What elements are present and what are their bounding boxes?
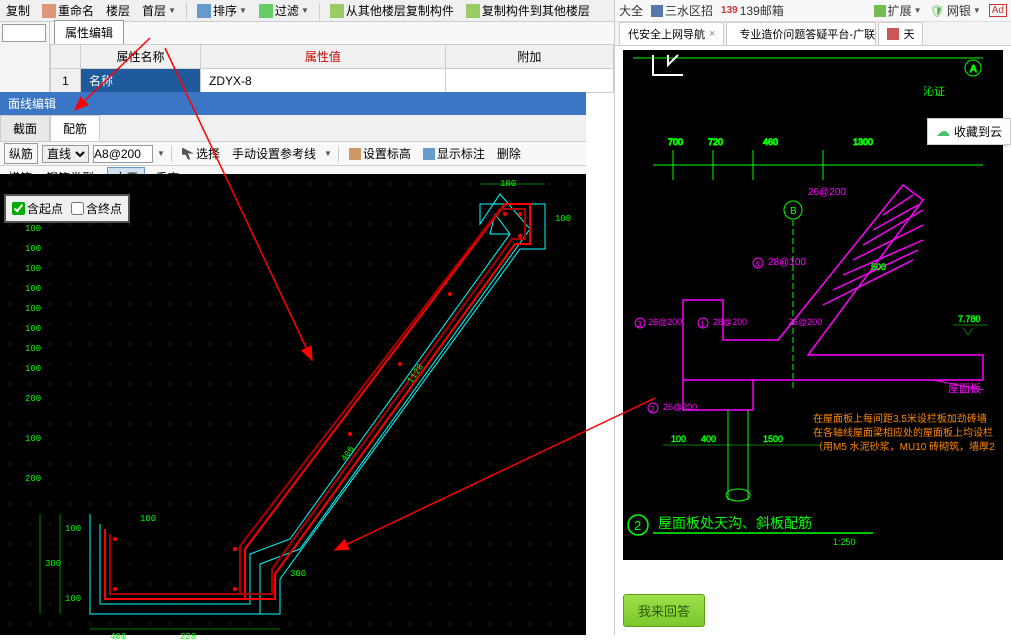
- svg-text:4: 4: [755, 260, 760, 269]
- cloud-icon: ☁: [936, 123, 950, 140]
- svg-text:26@200: 26@200: [808, 187, 846, 198]
- longitudinal-button[interactable]: 纵筋: [4, 143, 38, 164]
- delete-button[interactable]: 删除: [493, 143, 525, 164]
- svg-text:3: 3: [637, 320, 642, 329]
- copy-button[interactable]: 复制: [2, 1, 34, 20]
- tab-section[interactable]: 截面: [0, 115, 50, 141]
- svg-text:沁证: 沁证: [923, 85, 945, 98]
- rename-icon: [42, 4, 56, 18]
- right-panel: 大全 三水区招 139139邮箱 扩展▼ 🛡网银▼ Ad 代安全上网导航× 专业…: [615, 0, 1011, 635]
- start-point-checkbox[interactable]: 含起点: [12, 200, 63, 217]
- floor-button[interactable]: 楼层: [102, 1, 134, 20]
- puzzle-icon: [874, 5, 886, 17]
- browser-tab-3[interactable]: 天: [878, 22, 923, 46]
- copy-from-other-button[interactable]: 从其他楼层复制构件: [326, 1, 458, 20]
- sidebar-input[interactable]: [2, 24, 46, 42]
- browser-tab-2[interactable]: 专业造价问题答疑平台-广联达×: [726, 22, 876, 46]
- pointer-icon: [182, 148, 194, 160]
- shield-icon: 🛡: [930, 4, 945, 18]
- sort-icon: [197, 4, 211, 18]
- annotation-icon: [423, 148, 435, 160]
- svg-text:500: 500: [871, 262, 886, 272]
- left-panel: 复制 重命名 楼层 首层▼ 排序▼ 过滤▼ 从其他楼层复制构件 复制构件到其他楼…: [0, 0, 615, 635]
- svg-text:720: 720: [708, 137, 723, 147]
- sort-button[interactable]: 排序▼: [193, 1, 251, 20]
- spec-input[interactable]: [93, 145, 153, 163]
- svg-text:屋面板处天沟、斜板配筋: 屋面板处天沟、斜板配筋: [658, 515, 812, 531]
- svg-text:B: B: [790, 206, 797, 217]
- svg-text:100: 100: [671, 434, 686, 444]
- show-annotation-button[interactable]: 显示标注: [419, 143, 489, 164]
- svg-text:屋面板: 屋面板: [948, 381, 981, 395]
- left-cad-canvas[interactable]: 100 100 100 100 100 100 100 100 200 100 …: [0, 174, 586, 635]
- rebar-toolbar: 纵筋 直线 ▼ 选择 手动设置参考线 ▼ 设置标高 显示标注 删除: [0, 142, 586, 166]
- link-139mail[interactable]: 139139邮箱: [721, 2, 784, 19]
- copy-to-other-button[interactable]: 复制构件到其他楼层: [462, 1, 594, 20]
- svg-text:28@100: 28@100: [768, 257, 806, 268]
- copy-to-icon: [466, 4, 480, 18]
- col-attach: 附加: [445, 45, 613, 69]
- svg-text:A: A: [970, 64, 977, 75]
- svg-text:400: 400: [701, 434, 716, 444]
- svg-text:1500: 1500: [763, 434, 783, 444]
- top-toolbar: 复制 重命名 楼层 首层▼ 排序▼ 过滤▼ 从其他楼层复制构件 复制构件到其他楼…: [0, 0, 614, 22]
- svg-text:1300: 1300: [853, 137, 873, 147]
- set-elevation-button[interactable]: 设置标高: [345, 143, 415, 164]
- prop-value-cell[interactable]: ZDYX-8: [201, 69, 446, 93]
- note-2: 在各轴线屋面梁相应处的屋面板上均设栏: [813, 424, 993, 439]
- svg-text:2: 2: [650, 405, 655, 414]
- site-icon: [887, 28, 899, 40]
- separator: [186, 3, 187, 19]
- svg-text:1:250: 1:250: [833, 537, 856, 547]
- first-floor-dropdown[interactable]: 首层▼: [138, 1, 180, 20]
- browser-link-bar: 大全 三水区招 139139邮箱 扩展▼ 🛡网银▼ Ad: [615, 0, 1011, 22]
- note-3: （用M5 水泥砂浆，MU10 砖砌筑，墙厚2: [813, 438, 995, 453]
- note-1: 在屋面板上每间距3.5米设栏板加劲砖墙: [813, 410, 987, 425]
- end-point-checkbox[interactable]: 含终点: [71, 200, 122, 217]
- browser-tab-1[interactable]: 代安全上网导航×: [619, 22, 724, 46]
- svg-text:2: 2: [634, 518, 641, 533]
- browser-tabs: 代安全上网导航× 专业造价问题答疑平台-广联达× 天: [615, 22, 1011, 46]
- link-netbank[interactable]: 🛡网银▼: [930, 2, 981, 19]
- filter-button[interactable]: 过滤▼: [255, 1, 313, 20]
- svg-text:7.780: 7.780: [958, 314, 981, 324]
- filter-icon: [259, 4, 273, 18]
- prop-name-cell[interactable]: 名称: [81, 69, 201, 93]
- ad-badge: Ad: [989, 4, 1007, 17]
- separator: [319, 3, 320, 19]
- site-icon: [651, 5, 663, 17]
- close-icon[interactable]: ×: [709, 28, 715, 40]
- answer-button[interactable]: 我来回答: [623, 594, 705, 627]
- rename-button[interactable]: 重命名: [38, 1, 98, 20]
- svg-text:700: 700: [668, 137, 683, 147]
- link-all[interactable]: 大全: [619, 2, 643, 19]
- link-expand[interactable]: 扩展▼: [874, 2, 922, 19]
- col-value: 属性值: [201, 45, 446, 69]
- link-sanshui[interactable]: 三水区招: [651, 2, 713, 19]
- tab-rebar[interactable]: 配筋: [50, 115, 100, 141]
- prop-attach-cell[interactable]: [445, 69, 613, 93]
- svg-text:26@200: 26@200: [663, 402, 697, 412]
- cloud-save-button[interactable]: ☁ 收藏到云: [927, 118, 1011, 145]
- checkbox-panel: 含起点 含终点: [4, 194, 130, 223]
- copy-from-icon: [330, 4, 344, 18]
- property-edit-tab[interactable]: 属性编辑: [54, 20, 124, 44]
- spec-dropdown-icon[interactable]: ▼: [157, 149, 165, 158]
- left-cad-svg: [0, 174, 586, 635]
- row-number: 1: [51, 69, 81, 93]
- elevation-icon: [349, 148, 361, 160]
- svg-text:26@200: 26@200: [788, 317, 822, 327]
- line-type-select[interactable]: 直线: [42, 145, 89, 163]
- col-name: 属性名称: [81, 45, 201, 69]
- svg-text:26@200: 26@200: [648, 317, 682, 327]
- svg-text:28@200: 28@200: [713, 317, 747, 327]
- svg-text:460: 460: [763, 137, 778, 147]
- section-window-title: 面线编辑: [0, 92, 586, 115]
- property-table: 属性名称 属性值 附加 1 名称 ZDYX-8: [50, 44, 614, 93]
- manual-ref-button[interactable]: 手动设置参考线: [228, 143, 320, 164]
- select-button[interactable]: 选择: [178, 143, 224, 164]
- svg-text:1: 1: [700, 320, 705, 329]
